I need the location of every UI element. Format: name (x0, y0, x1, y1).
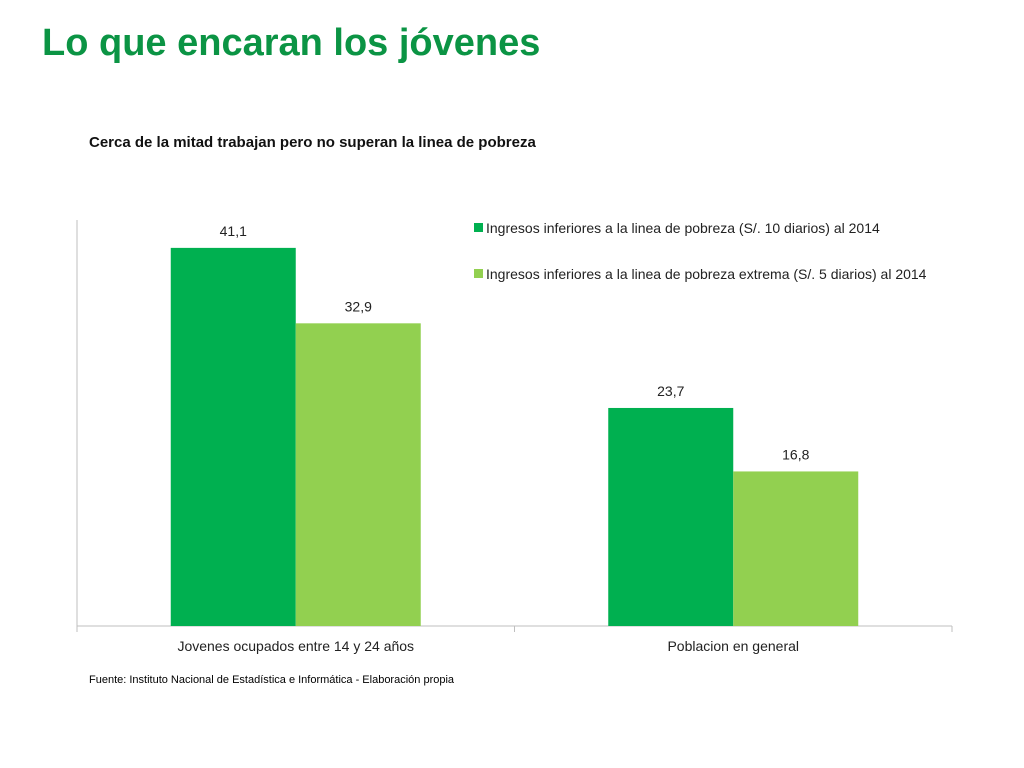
bar-series1-cat2 (608, 407, 734, 626)
legend-label: Ingresos inferiores a la linea de pobrez… (486, 220, 880, 236)
bar-series1-cat1 (170, 247, 296, 626)
legend-label: Ingresos inferiores a la linea de pobrez… (486, 266, 927, 282)
x-tick-label: Poblacion en general (667, 638, 799, 654)
legend-swatch (474, 269, 483, 278)
source-note: Fuente: Instituto Nacional de Estadístic… (89, 674, 455, 686)
data-label: 16,8 (782, 446, 809, 462)
bar-series2-cat1 (295, 323, 421, 626)
slide-title: Lo que encaran los jóvenes (42, 22, 541, 64)
data-label: 32,9 (345, 298, 372, 314)
bar-series2-cat2 (733, 471, 859, 626)
x-tick-label: Jovenes ocupados entre 14 y 24 años (177, 638, 414, 654)
chart-title: Cerca de la mitad trabajan pero no super… (89, 134, 536, 151)
data-label: 23,7 (657, 383, 684, 399)
legend-swatch (474, 223, 483, 232)
data-label: 41,1 (220, 223, 247, 239)
